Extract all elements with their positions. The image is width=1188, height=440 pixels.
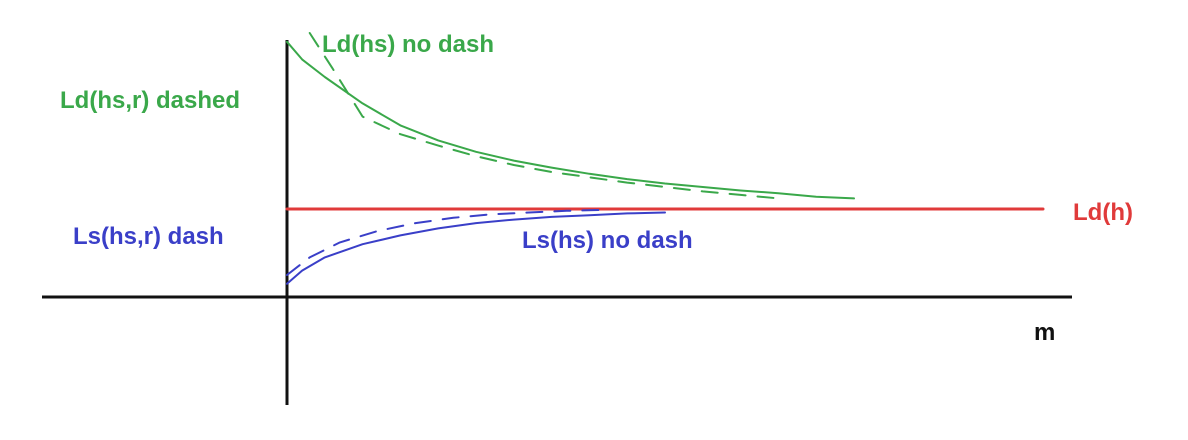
label-ld-hs-r: Ld(hs,r) dashed <box>60 87 240 114</box>
label-ls-hs: Ls(hs) no dash <box>522 227 693 254</box>
label-ld-h: Ld(h) <box>1073 199 1133 226</box>
label-ls-hs-r: Ls(hs,r) dash <box>73 223 224 250</box>
x-axis-label: m <box>1034 319 1055 346</box>
label-ld-hs: Ld(hs) no dash <box>322 31 494 58</box>
